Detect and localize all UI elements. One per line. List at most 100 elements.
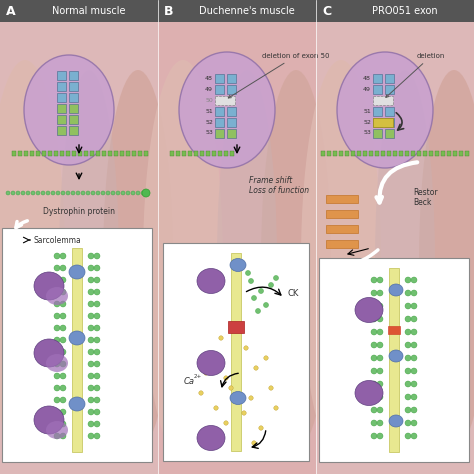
Circle shape bbox=[204, 371, 208, 375]
FancyBboxPatch shape bbox=[206, 151, 210, 155]
FancyBboxPatch shape bbox=[84, 151, 88, 155]
Circle shape bbox=[242, 411, 246, 415]
FancyBboxPatch shape bbox=[385, 73, 394, 82]
Circle shape bbox=[405, 381, 411, 387]
Circle shape bbox=[411, 394, 417, 400]
Circle shape bbox=[94, 277, 100, 283]
Circle shape bbox=[377, 368, 383, 374]
FancyBboxPatch shape bbox=[218, 151, 222, 155]
FancyBboxPatch shape bbox=[399, 151, 403, 155]
Circle shape bbox=[264, 356, 268, 360]
Circle shape bbox=[54, 337, 60, 343]
Circle shape bbox=[81, 191, 85, 195]
Circle shape bbox=[88, 313, 94, 319]
Ellipse shape bbox=[69, 265, 85, 279]
Ellipse shape bbox=[375, 70, 435, 450]
Ellipse shape bbox=[197, 268, 225, 293]
FancyBboxPatch shape bbox=[60, 151, 64, 155]
FancyBboxPatch shape bbox=[194, 151, 198, 155]
Circle shape bbox=[268, 283, 273, 288]
FancyBboxPatch shape bbox=[72, 248, 82, 452]
FancyBboxPatch shape bbox=[215, 118, 224, 127]
Circle shape bbox=[371, 368, 377, 374]
Circle shape bbox=[371, 316, 377, 322]
FancyBboxPatch shape bbox=[42, 151, 46, 155]
Circle shape bbox=[88, 289, 94, 295]
Circle shape bbox=[60, 421, 66, 427]
Circle shape bbox=[60, 349, 66, 355]
FancyBboxPatch shape bbox=[120, 151, 124, 155]
Circle shape bbox=[405, 433, 411, 439]
Circle shape bbox=[94, 301, 100, 307]
Circle shape bbox=[36, 191, 40, 195]
Circle shape bbox=[31, 191, 35, 195]
Circle shape bbox=[405, 368, 411, 374]
Circle shape bbox=[111, 191, 115, 195]
Circle shape bbox=[411, 277, 417, 283]
Circle shape bbox=[88, 421, 94, 427]
Circle shape bbox=[60, 373, 66, 379]
Circle shape bbox=[106, 191, 110, 195]
Circle shape bbox=[224, 376, 228, 380]
Circle shape bbox=[46, 191, 50, 195]
Circle shape bbox=[377, 290, 383, 296]
Circle shape bbox=[405, 420, 411, 426]
Circle shape bbox=[21, 191, 25, 195]
FancyBboxPatch shape bbox=[357, 151, 361, 155]
FancyBboxPatch shape bbox=[24, 151, 28, 155]
FancyBboxPatch shape bbox=[345, 151, 349, 155]
Circle shape bbox=[377, 355, 383, 361]
Circle shape bbox=[60, 277, 66, 283]
Circle shape bbox=[66, 191, 70, 195]
FancyBboxPatch shape bbox=[66, 151, 70, 155]
Circle shape bbox=[94, 325, 100, 331]
Circle shape bbox=[94, 373, 100, 379]
FancyBboxPatch shape bbox=[316, 22, 474, 474]
Circle shape bbox=[371, 381, 377, 387]
Circle shape bbox=[371, 355, 377, 361]
Circle shape bbox=[54, 397, 60, 403]
FancyBboxPatch shape bbox=[48, 151, 52, 155]
Circle shape bbox=[252, 441, 256, 445]
Circle shape bbox=[88, 409, 94, 415]
Circle shape bbox=[54, 313, 60, 319]
Circle shape bbox=[254, 366, 258, 370]
Circle shape bbox=[405, 342, 411, 348]
Circle shape bbox=[54, 349, 60, 355]
FancyBboxPatch shape bbox=[57, 126, 66, 135]
Circle shape bbox=[377, 381, 383, 387]
FancyBboxPatch shape bbox=[57, 115, 66, 124]
FancyBboxPatch shape bbox=[215, 95, 235, 104]
Circle shape bbox=[88, 373, 94, 379]
FancyBboxPatch shape bbox=[176, 151, 180, 155]
FancyBboxPatch shape bbox=[96, 151, 100, 155]
Ellipse shape bbox=[355, 298, 383, 322]
Text: 53: 53 bbox=[205, 130, 213, 136]
Circle shape bbox=[54, 361, 60, 367]
FancyBboxPatch shape bbox=[373, 107, 382, 116]
Ellipse shape bbox=[24, 55, 114, 165]
Circle shape bbox=[94, 397, 100, 403]
Circle shape bbox=[54, 433, 60, 439]
FancyBboxPatch shape bbox=[228, 321, 244, 333]
FancyBboxPatch shape bbox=[69, 92, 78, 101]
Circle shape bbox=[54, 277, 60, 283]
Circle shape bbox=[94, 409, 100, 415]
Circle shape bbox=[16, 191, 20, 195]
Circle shape bbox=[71, 191, 75, 195]
Circle shape bbox=[41, 191, 45, 195]
FancyBboxPatch shape bbox=[373, 95, 393, 104]
FancyBboxPatch shape bbox=[188, 151, 192, 155]
Circle shape bbox=[371, 329, 377, 335]
Circle shape bbox=[88, 385, 94, 391]
FancyBboxPatch shape bbox=[339, 151, 343, 155]
Text: 52: 52 bbox=[363, 119, 371, 125]
Circle shape bbox=[255, 309, 261, 313]
Circle shape bbox=[411, 303, 417, 309]
FancyBboxPatch shape bbox=[373, 118, 393, 127]
Circle shape bbox=[88, 433, 94, 439]
Circle shape bbox=[229, 386, 233, 390]
FancyBboxPatch shape bbox=[132, 151, 136, 155]
Circle shape bbox=[88, 277, 94, 283]
Circle shape bbox=[405, 407, 411, 413]
